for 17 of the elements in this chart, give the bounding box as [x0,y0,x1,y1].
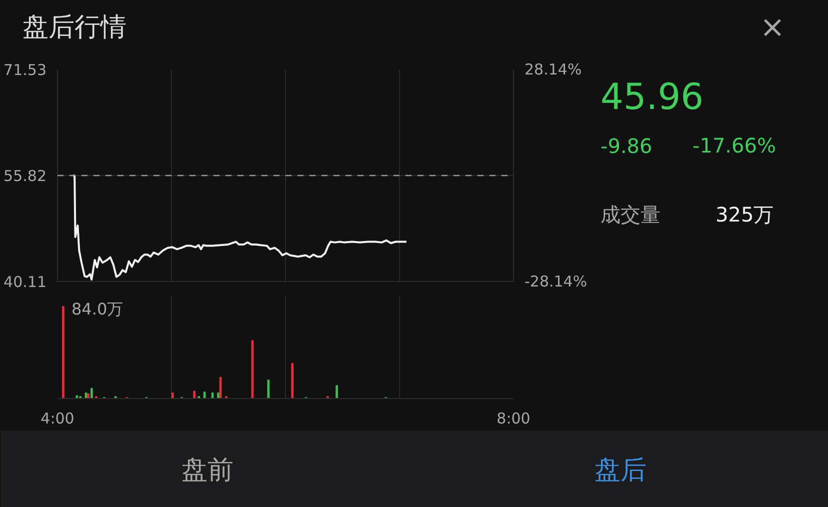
text: 盘后 [594,456,646,486]
y2-tick-label: 28.14% [524,60,582,78]
x-tick-label: 8:00 [496,410,530,428]
y2-tick-label: -28.14% [524,272,588,290]
text: 成交量 [600,202,660,226]
text: -17.66% [692,134,776,158]
text: 盘前 [182,456,234,486]
text: × [760,10,786,45]
chart-title: 盘后行情 [22,12,126,42]
y-tick-label: 40.11 [4,273,47,291]
text: 45.96 [600,77,704,118]
text: 325万 [716,202,774,226]
annotation: 84.0万 [72,300,124,318]
y-tick-label: 55.82 [4,167,47,185]
x-tick-label: 4:00 [40,410,74,428]
y-tick-label: 71.53 [4,61,47,79]
text: -9.86 [600,134,652,158]
